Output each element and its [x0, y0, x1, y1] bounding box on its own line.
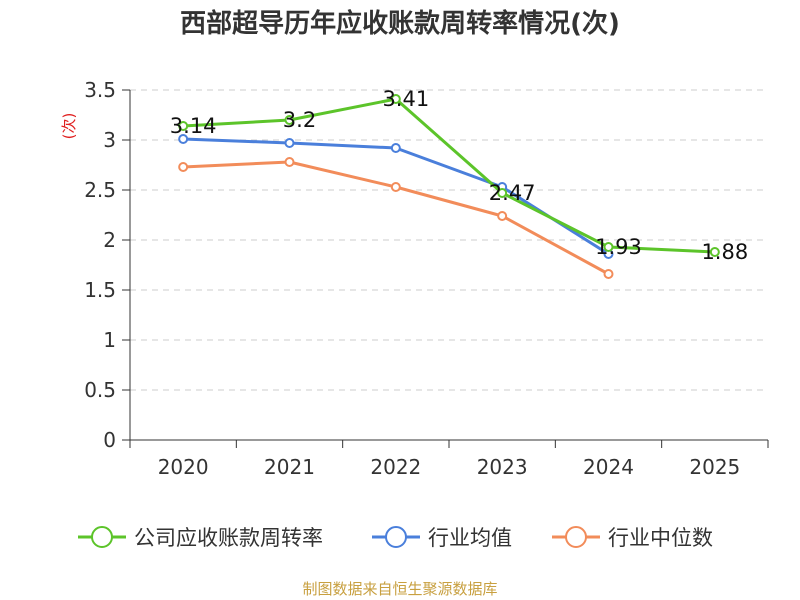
data-point [178, 162, 189, 172]
data-point [178, 134, 189, 144]
legend-marker [565, 526, 587, 548]
source-note: 制图数据来自恒生聚源数据库 [302, 580, 497, 598]
data-point [284, 138, 295, 148]
data-label: 1.88 [701, 240, 748, 264]
data-point [284, 157, 295, 167]
data-label: 3.14 [170, 114, 217, 138]
legend[interactable]: 公司应收账款周转率 行业均值 行业中位数 [78, 526, 713, 550]
y-tick-label: 0 [103, 428, 116, 452]
x-tick-label: 2025 [689, 455, 740, 479]
data-point [603, 269, 614, 279]
legend-item[interactable]: 行业均值 [372, 526, 512, 550]
series-line-2 [183, 160, 610, 276]
x-axis: 2020 2021 2022 2023 2024 2025 [129, 439, 769, 479]
x-tick-label: 2021 [264, 455, 315, 479]
series-group [178, 94, 720, 279]
legend-marker [91, 526, 113, 548]
data-point [178, 121, 189, 131]
series-line-1 [183, 137, 610, 256]
x-tick-label: 2023 [477, 455, 528, 479]
y-tick-label: 3.5 [84, 78, 116, 102]
x-tick-label: 2024 [583, 455, 634, 479]
chart-title: 西部超导历年应收账款周转率情况(次) [180, 8, 620, 39]
data-point [603, 242, 614, 252]
data-labels: 3.14 3.2 3.41 2.47 1.93 1.88 [170, 87, 748, 264]
y-axis-unit-label: (次) [60, 113, 78, 140]
y-tick-label: 0.5 [84, 378, 116, 402]
y-axis: 0 0.5 1 1.5 2 2.5 3 3.5 [84, 78, 131, 452]
data-point [390, 94, 401, 104]
x-tick-label: 2022 [370, 455, 421, 479]
data-label: 3.2 [283, 108, 316, 132]
legend-item[interactable]: 行业中位数 [552, 526, 713, 550]
legend-label: 公司应收账款周转率 [134, 526, 323, 550]
legend-marker [385, 526, 407, 548]
y-tick-label: 3 [103, 128, 116, 152]
legend-label: 行业均值 [428, 526, 512, 550]
data-point [497, 211, 508, 221]
y-tick-label: 1.5 [84, 278, 116, 302]
data-label: 2.47 [489, 181, 536, 205]
y-tick-label: 2 [103, 228, 116, 252]
legend-label: 行业中位数 [608, 526, 713, 550]
data-label: 3.41 [382, 87, 429, 111]
data-point [390, 143, 401, 153]
data-label: 1.93 [595, 235, 642, 259]
data-point [284, 115, 295, 125]
gridlines [130, 89, 768, 391]
data-point [390, 182, 401, 192]
legend-item[interactable]: 公司应收账款周转率 [78, 526, 323, 550]
series-line-0 [183, 97, 715, 254]
data-point [497, 188, 508, 198]
y-tick-label: 1 [103, 328, 116, 352]
y-tick-label: 2.5 [84, 178, 116, 202]
x-tick-label: 2020 [158, 455, 209, 479]
data-point [709, 247, 720, 257]
